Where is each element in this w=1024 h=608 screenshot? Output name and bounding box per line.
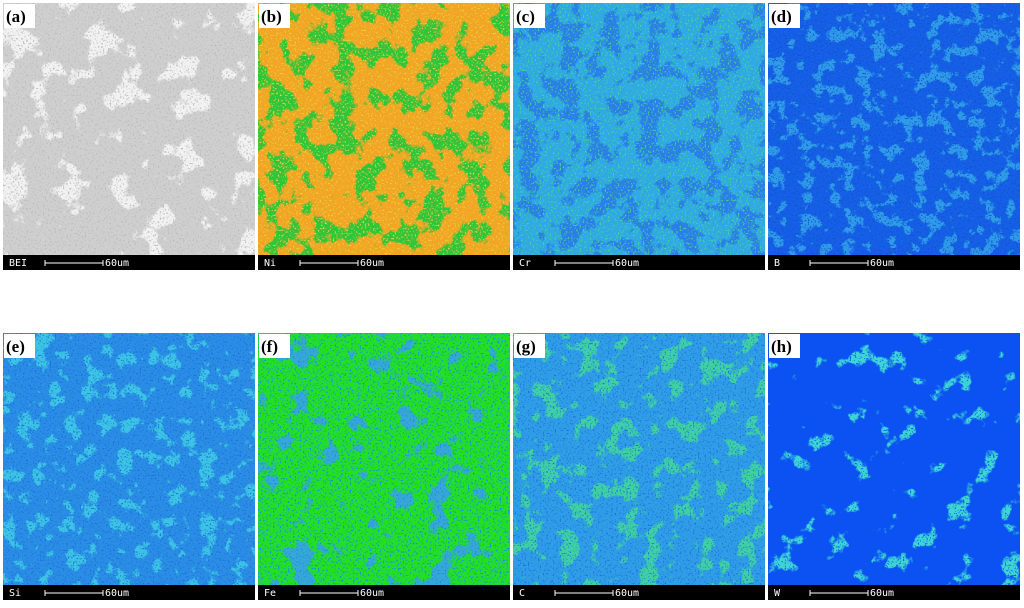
micrograph: [513, 3, 765, 255]
panel-label: (d): [771, 7, 792, 26]
scale-bar-strip: [3, 585, 255, 600]
scale-bar-strip: [768, 255, 1020, 270]
micrograph: [768, 333, 1020, 585]
panel-label-box: [514, 4, 545, 28]
scale-bar-strip: [3, 255, 255, 270]
panel: W 60um (h): [768, 333, 1020, 600]
panel: C 60um (g): [513, 333, 765, 600]
panel-label: (g): [516, 337, 536, 356]
micrograph: [3, 3, 255, 255]
scale-bar-strip: [513, 255, 765, 270]
micrograph: [3, 333, 255, 585]
channel-label: Fe: [264, 588, 276, 599]
scale-label: 60um: [615, 588, 639, 599]
scale-label: 60um: [105, 258, 129, 269]
panel-label: (a): [6, 7, 26, 26]
scale-label: 60um: [870, 588, 894, 599]
panel: Fe 60um (f): [258, 333, 510, 600]
panel-label-box: [514, 334, 545, 358]
panel-label-box: [769, 334, 800, 358]
panel-label-box: [4, 4, 35, 28]
micrograph: [258, 333, 510, 585]
panel-label: (f): [261, 337, 278, 356]
channel-label: Ni: [264, 258, 276, 269]
panel-label: (b): [261, 7, 282, 26]
micrograph: [513, 333, 765, 585]
scale-bar-strip: [258, 255, 510, 270]
panel: Ni 60um (b): [258, 3, 510, 270]
panel-label-box: [4, 334, 35, 358]
panel-label: (c): [516, 7, 535, 26]
scale-bar-strip: [513, 585, 765, 600]
panel-label-box: [769, 4, 800, 28]
channel-label: Si: [9, 588, 21, 599]
micrograph: [768, 3, 1020, 255]
panel: BEI 60um (a): [3, 3, 255, 270]
channel-label: B: [774, 258, 780, 269]
panel: B 60um (d): [768, 3, 1020, 270]
panel-label: (h): [771, 337, 792, 356]
channel-label: W: [774, 588, 781, 599]
scale-label: 60um: [360, 258, 384, 269]
channel-label: C: [519, 588, 525, 599]
scale-label: 60um: [615, 258, 639, 269]
panel-label-box: [259, 334, 290, 358]
panel: Si 60um (e): [3, 333, 255, 600]
panel: Cr 60um (c): [513, 3, 765, 270]
panel-label: (e): [6, 337, 25, 356]
scale-label: 60um: [105, 588, 129, 599]
panel-label-box: [259, 4, 290, 28]
scale-label: 60um: [870, 258, 894, 269]
channel-label: Cr: [519, 258, 531, 269]
scale-bar-strip: [258, 585, 510, 600]
scale-label: 60um: [360, 588, 384, 599]
scale-bar-strip: [768, 585, 1020, 600]
channel-label: BEI: [9, 258, 27, 269]
micrograph: [258, 3, 510, 255]
